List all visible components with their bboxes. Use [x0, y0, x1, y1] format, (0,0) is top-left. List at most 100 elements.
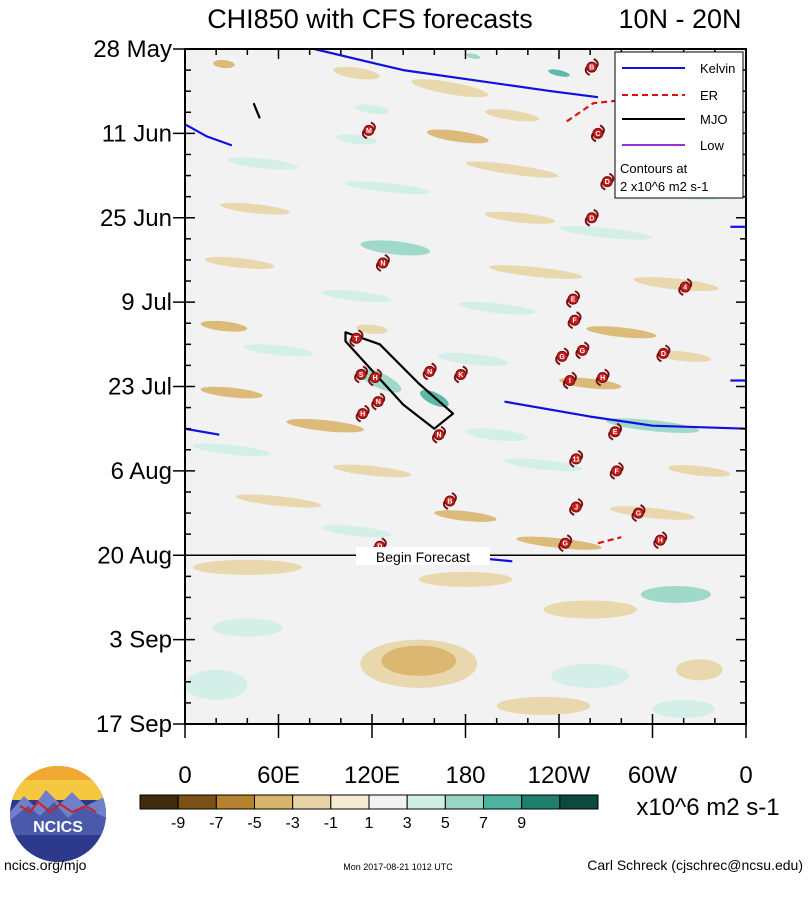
- anomaly-patch: [633, 277, 719, 292]
- anomaly-patch: [321, 290, 392, 303]
- colorbar-label: 7: [479, 815, 488, 832]
- colorbar-label: -3: [286, 815, 300, 832]
- storm-label: D: [589, 215, 594, 222]
- storm-label: H: [373, 375, 378, 382]
- anomaly-patch: [485, 109, 540, 122]
- storm-dot: [372, 396, 384, 408]
- storm-marker: G: [575, 341, 590, 360]
- storm-dot: [657, 347, 669, 359]
- er-contour: [597, 536, 622, 545]
- footer-url[interactable]: ncics.org/mjo: [4, 857, 87, 873]
- storm-dot: [576, 344, 588, 356]
- anomaly-patch: [548, 69, 570, 77]
- legend-kelvin-label: Kelvin: [700, 61, 735, 76]
- x-axis: 0 60E 120E 180 120W 60W 0: [178, 49, 753, 789]
- anomaly-patch: [516, 536, 602, 550]
- storm-dot: [377, 257, 389, 269]
- storm-dot: [564, 374, 576, 386]
- anomaly-patch: [466, 53, 481, 60]
- storm-marker: M: [361, 121, 376, 140]
- anomaly-field: [185, 53, 731, 718]
- storm-marker: D: [584, 208, 599, 227]
- x-tick-label: 60W: [628, 762, 678, 789]
- x-tick-label: 60E: [257, 762, 300, 789]
- anomaly-patch: [355, 104, 389, 115]
- storm-dot: [570, 501, 582, 513]
- anomaly-patch: [465, 161, 559, 178]
- anomaly-patch: [321, 525, 392, 538]
- anomaly-patch: [438, 352, 509, 366]
- storm-label: N: [376, 399, 381, 406]
- anomaly-patch: [213, 60, 235, 69]
- storm-marker: G: [558, 534, 573, 553]
- y-tick-label: 6 Aug: [111, 458, 172, 485]
- chart-title: CHI850 with CFS forecasts: [207, 4, 533, 34]
- colorbar-swatch: [330, 794, 370, 810]
- anomaly-patch: [640, 585, 711, 603]
- storm-label: G: [580, 348, 586, 355]
- storm-label: 4: [683, 285, 687, 292]
- colorbar-units: x10^6 m2 s-1: [636, 794, 779, 821]
- storm-dot: [357, 408, 369, 420]
- anomaly-patch: [344, 181, 431, 194]
- footer-timestamp: Mon 2017-08-21 1012 UTC: [343, 862, 453, 872]
- anomaly-patch: [457, 301, 536, 315]
- forecast-label: Begin Forecast: [376, 549, 470, 565]
- colorbar-swatch: [139, 794, 179, 810]
- y-tick-label: 25 Jun: [100, 205, 172, 232]
- legend-low-label: Low: [700, 138, 724, 153]
- storm-label: G: [559, 354, 565, 361]
- anomaly-patch: [675, 659, 723, 681]
- legend-note-line1: Contours at: [620, 161, 688, 176]
- mjo-contour: [252, 102, 261, 119]
- colorbar-swatch: [444, 794, 485, 810]
- anomaly-patch: [559, 225, 653, 240]
- colorbar-label: -1: [324, 815, 338, 832]
- anomaly-patch: [485, 211, 555, 224]
- storm-marker: N: [371, 392, 386, 411]
- storm-label: H: [360, 411, 365, 418]
- anomaly-patch: [418, 571, 513, 587]
- anomaly-patch: [504, 458, 583, 472]
- anomaly-patch: [193, 443, 271, 457]
- anomaly-patch: [200, 386, 263, 399]
- storm-dot: [632, 507, 644, 519]
- colorbar: -9 -7 -5 -3 -1 1 3 5 7 9: [139, 794, 599, 832]
- storm-label: K: [458, 372, 463, 379]
- storm-label: F: [615, 468, 620, 475]
- storm-dot: [350, 332, 362, 344]
- colorbar-label: 3: [403, 815, 412, 832]
- y-axis: 28 May 11 Jun 25 Jun 9 Jul 23 Jul 6 Aug 20 Aug…: [93, 36, 746, 738]
- x-tick-label: 180: [445, 762, 485, 789]
- anomaly-patch: [212, 618, 283, 637]
- footer-author: Carl Schreck (cjschrec@ncsu.edu): [587, 857, 803, 873]
- storm-marker: C: [590, 124, 605, 143]
- storm-label: H: [658, 538, 663, 545]
- legend-er-label: ER: [700, 88, 718, 103]
- storm-dot: [601, 176, 613, 188]
- colorbar-label: -5: [247, 815, 261, 832]
- anomaly-patch: [652, 699, 715, 718]
- x-tick-label: 0: [739, 762, 752, 789]
- storm-dot: [586, 212, 598, 224]
- anomaly-patch: [360, 240, 431, 256]
- anomaly-patch: [668, 465, 731, 477]
- ncics-logo: NCICS: [10, 766, 106, 862]
- anomaly-patch: [220, 202, 290, 215]
- storm-marker: H: [368, 368, 383, 387]
- colorbar-swatch: [254, 794, 294, 810]
- anomaly-patch: [286, 418, 364, 433]
- storm-dot: [609, 426, 621, 438]
- storm-dot: [424, 365, 436, 377]
- storm-label: B: [589, 65, 594, 72]
- logo-red-line: [19, 800, 97, 814]
- storm-label: M: [366, 128, 372, 135]
- colorbar-swatch: [177, 794, 217, 810]
- y-tick-label: 11 Jun: [102, 120, 172, 147]
- colorbar-swatch: [406, 794, 446, 810]
- y-tick-label: 20 Aug: [97, 542, 172, 569]
- anomaly-patch: [551, 663, 630, 688]
- anomaly-patch: [228, 157, 298, 170]
- storm-label: G: [563, 541, 569, 548]
